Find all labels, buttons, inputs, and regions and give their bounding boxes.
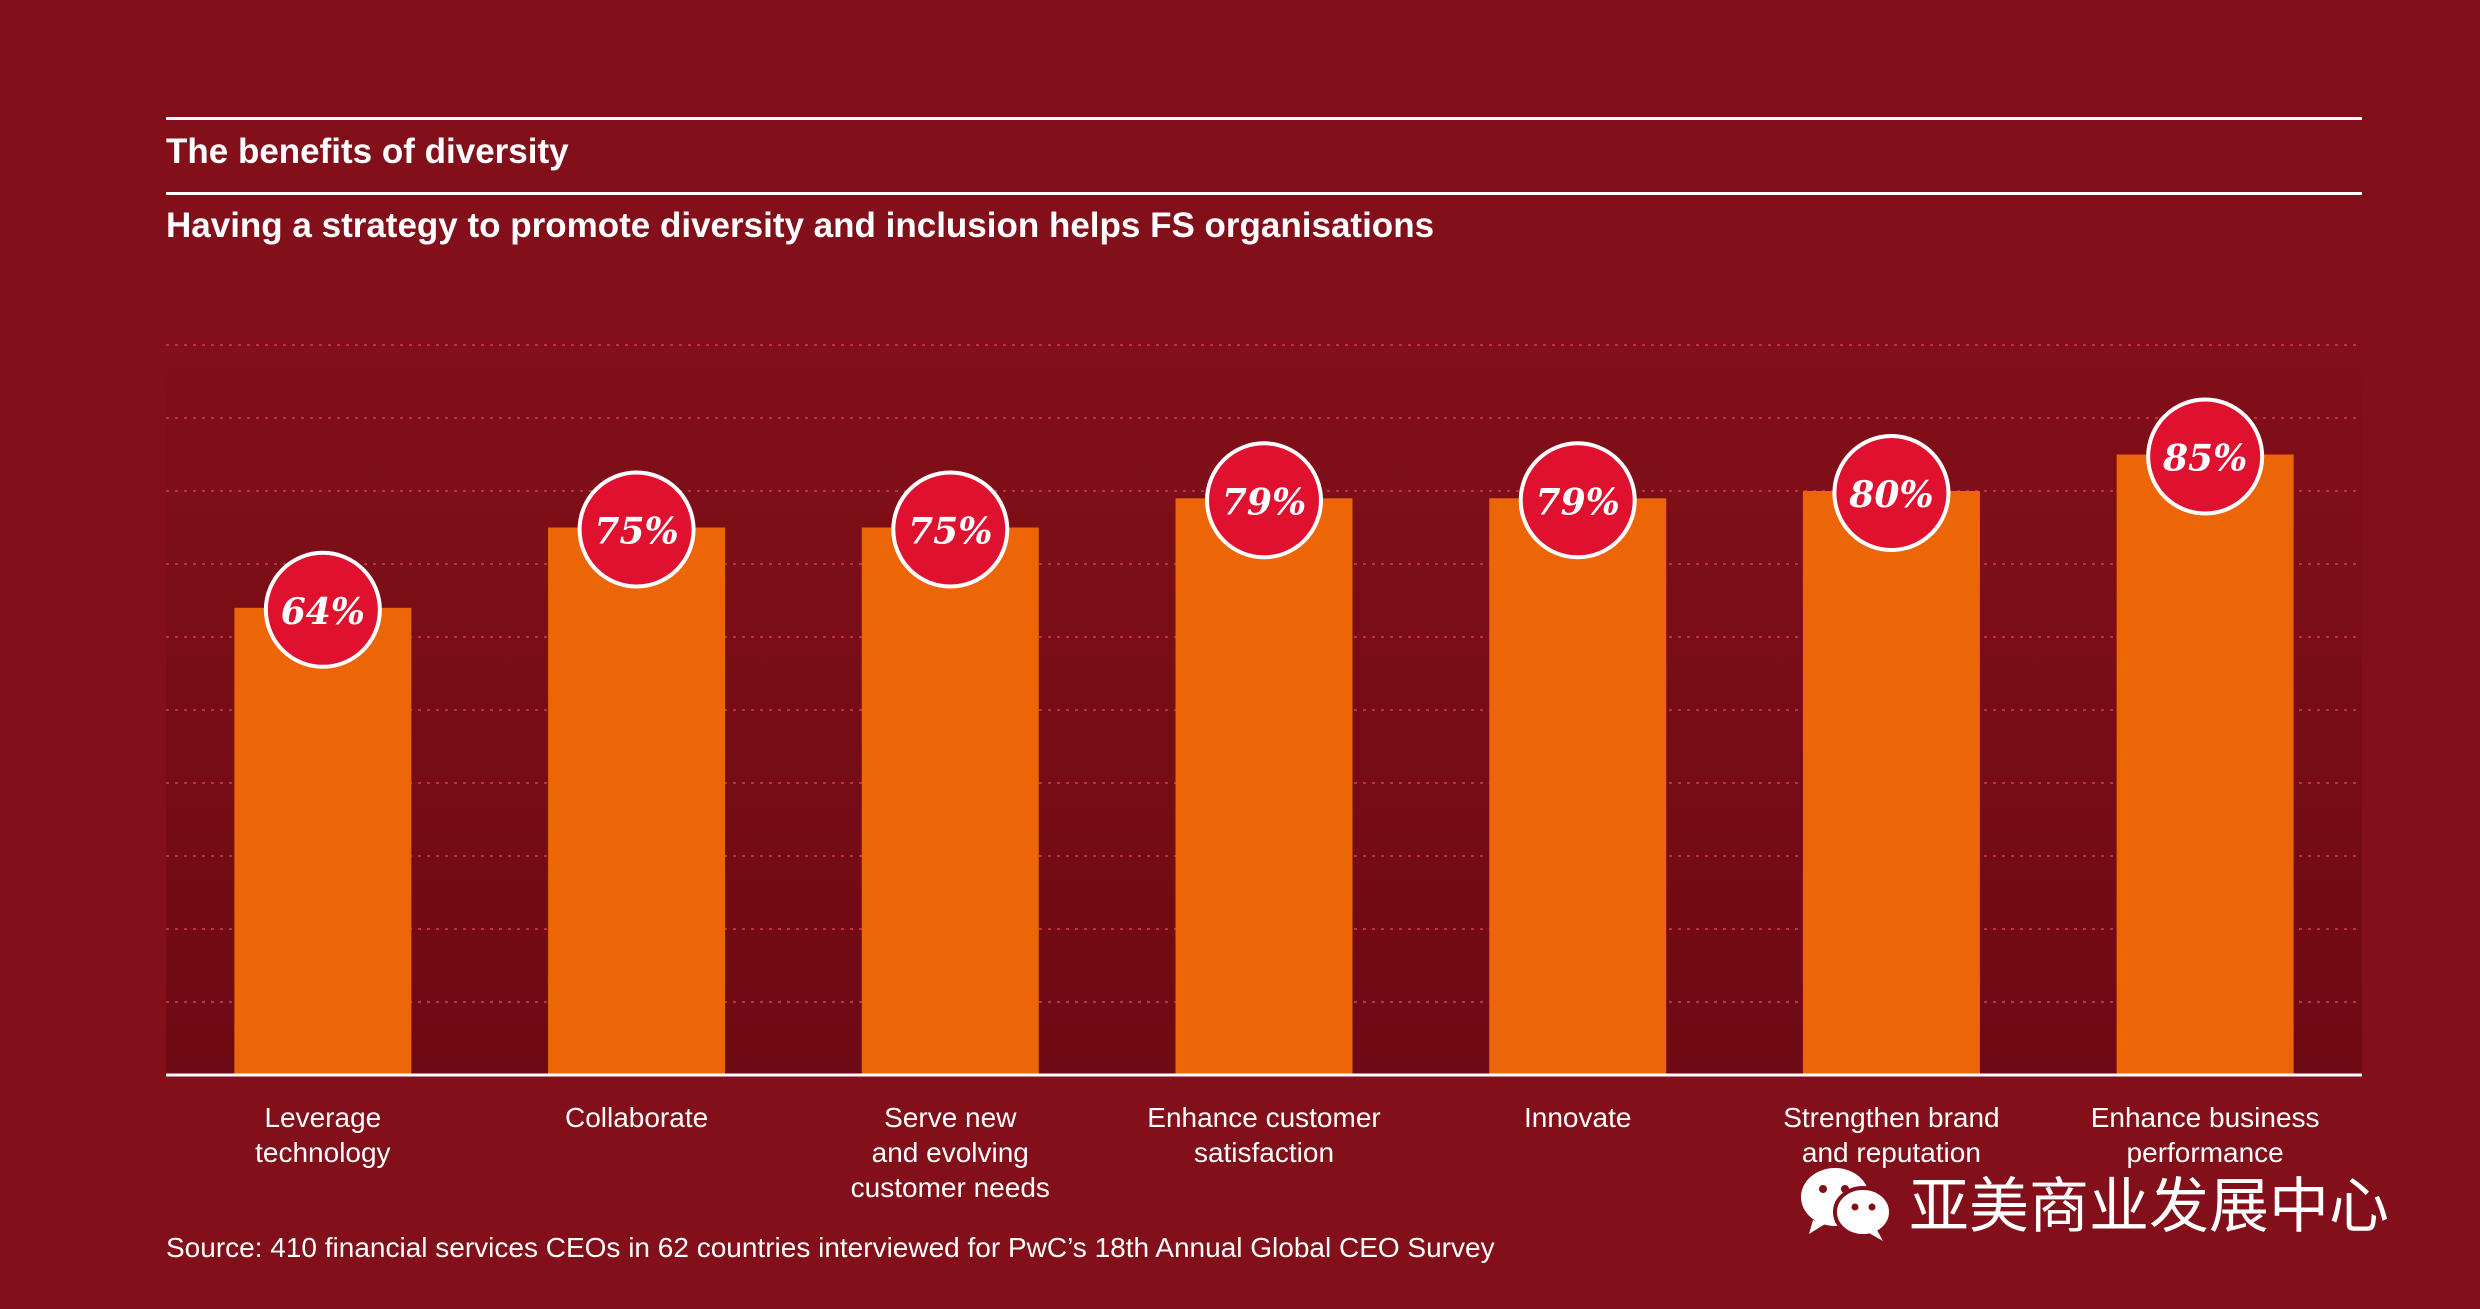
value-badge [263,550,382,669]
watermark: 亚美商业发展中心 [1795,1158,2389,1245]
bar [1175,498,1353,1075]
category-label: Enhance customer satisfaction [1147,1102,1380,1168]
bar [234,607,412,1075]
source-note: Source: 410 financial services CEOs in 6… [166,1232,1495,1263]
category-label: Leverage technology [255,1102,390,1168]
category-label: Innovate [1524,1102,1631,1133]
value-label: 79% [1536,481,1620,523]
value-label: 85% [2162,438,2247,480]
value-badge [1205,441,1323,560]
value-label: 64% [281,591,365,633]
category-label: Serve new and evolving customer needs [851,1102,1050,1203]
bar [548,527,726,1075]
title-rule [166,192,2362,195]
category-label: Enhance business performance [2091,1102,2320,1168]
bar [1489,498,1667,1075]
bar [861,527,1039,1075]
wechat-icon [1801,1167,1893,1241]
value-badge [1518,441,1637,560]
chart-subtitle: Having a strategy to promote diversity a… [166,206,1435,245]
value-badge [2146,397,2265,516]
watermark-text: 亚美商业发展中心 [1909,1172,2389,1242]
value-label: 75% [908,511,992,553]
category-label: Strengthen brand and reputation [1783,1102,1999,1168]
category-label: Collaborate [565,1102,708,1133]
value-badge [1832,434,1951,552]
bar [1802,491,1980,1075]
value-label: 75% [594,511,678,553]
value-label: 79% [1222,481,1306,523]
value-badge [577,470,696,589]
value-badge [891,470,1010,589]
top-rule [166,117,2362,120]
value-label: 80% [1848,474,1933,516]
bar [2116,454,2294,1075]
chart-title: The benefits of diversity [166,132,569,171]
